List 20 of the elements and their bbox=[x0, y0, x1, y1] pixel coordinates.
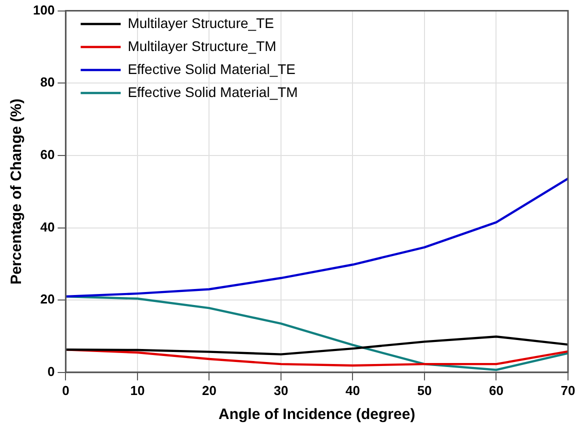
x-tick-label: 0 bbox=[62, 382, 70, 398]
legend-label: Multilayer Structure_TM bbox=[128, 38, 276, 54]
y-tick-label: 20 bbox=[40, 292, 55, 307]
x-tick-label: 20 bbox=[202, 382, 216, 398]
x-tick-label: 40 bbox=[345, 382, 360, 398]
x-tick-label: 60 bbox=[489, 382, 504, 398]
y-tick-label: 60 bbox=[40, 147, 55, 162]
x-tick-label: 10 bbox=[130, 382, 145, 398]
legend-label: Effective Solid Material_TM bbox=[128, 84, 298, 100]
x-tick-label: 70 bbox=[560, 382, 576, 398]
y-tick-label: 40 bbox=[40, 219, 55, 234]
y-tick-label: 100 bbox=[32, 2, 55, 18]
y-tick-label: 0 bbox=[47, 364, 55, 379]
y-tick-label: 80 bbox=[40, 74, 55, 90]
legend-label: Effective Solid Material_TE bbox=[128, 60, 296, 77]
y-axis-title: Percentage of Change (%) bbox=[8, 98, 26, 285]
x-axis-title: Angle of Incidence (degree) bbox=[218, 406, 416, 424]
x-tick-label: 50 bbox=[417, 382, 432, 398]
x-tick-label: 30 bbox=[274, 382, 288, 398]
legend-label: Multilayer Structure_TE bbox=[128, 14, 274, 31]
